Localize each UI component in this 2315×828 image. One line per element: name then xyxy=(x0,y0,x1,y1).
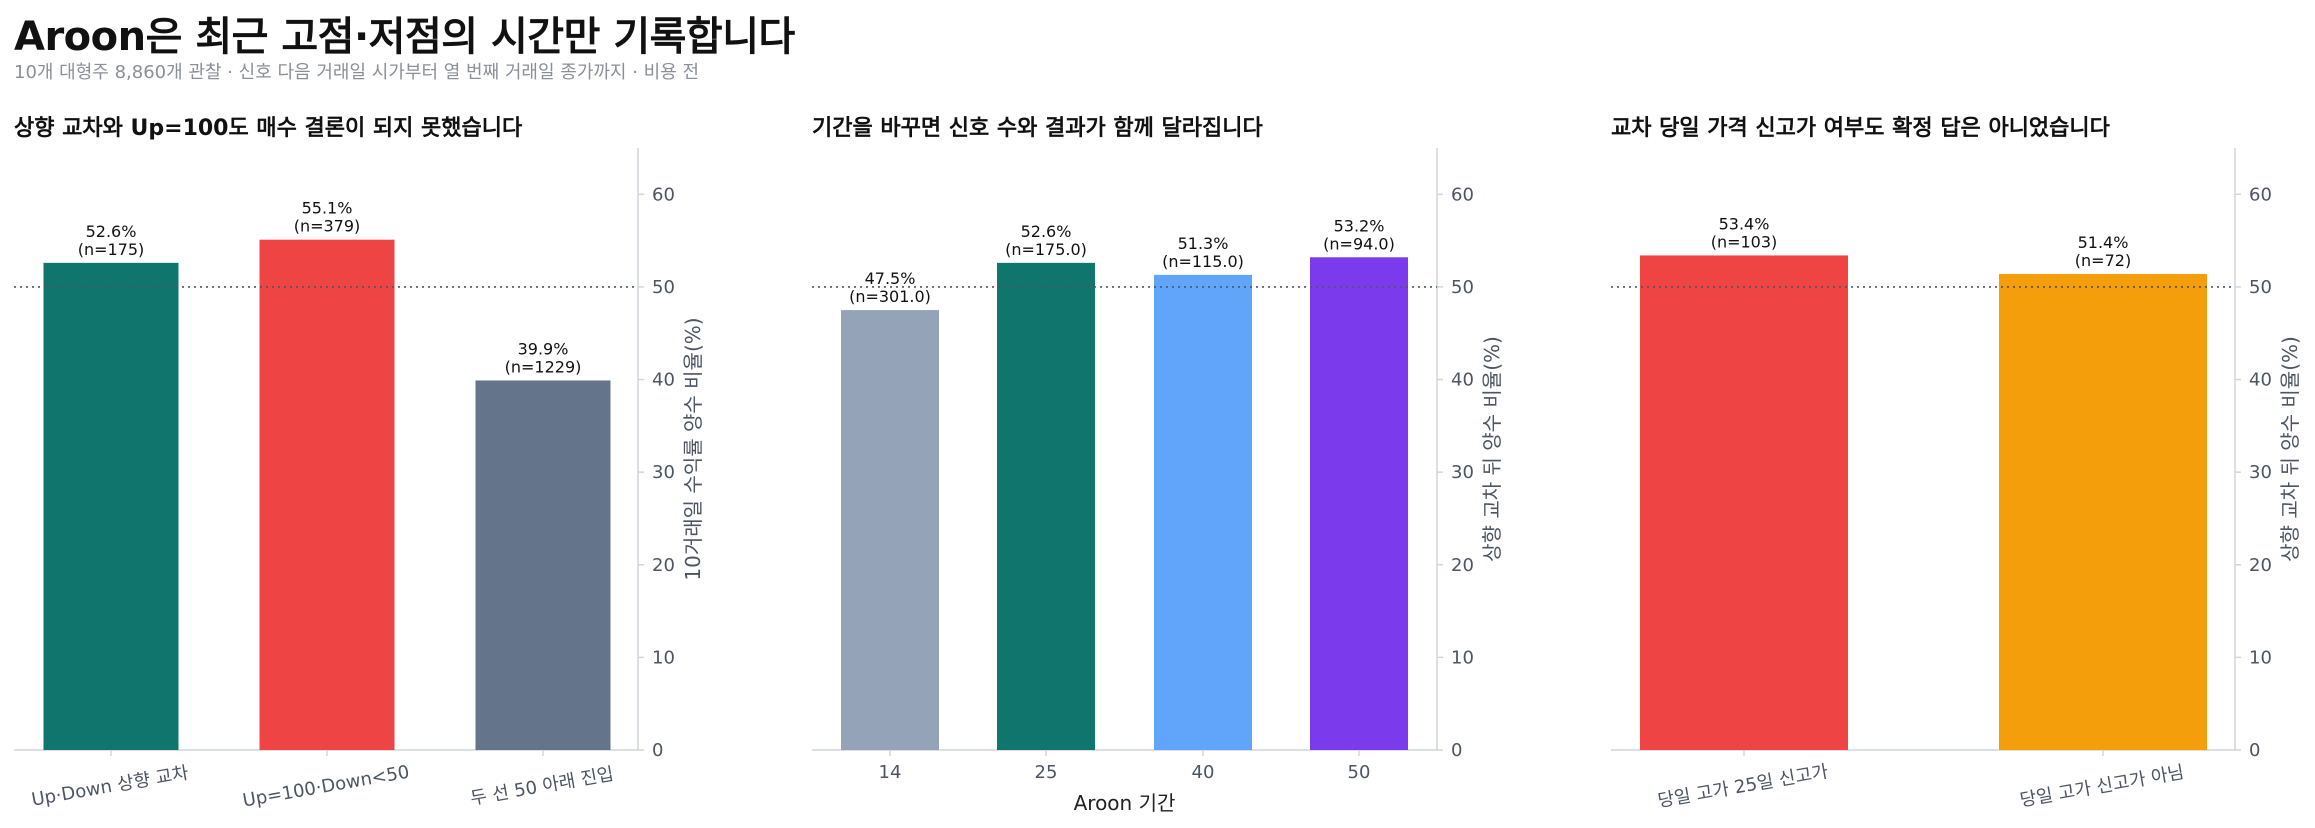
bar-data-label: 52.6% (n=175.0) xyxy=(1005,222,1087,259)
bar xyxy=(841,310,939,750)
bar-data-label: 47.5% (n=301.0) xyxy=(849,269,931,306)
bar-data-label: 51.4% (n=72) xyxy=(2075,233,2131,270)
y-tick-label: 60 xyxy=(1451,184,1474,205)
y-tick-label: 60 xyxy=(652,184,675,205)
bar xyxy=(1154,274,1252,750)
bar-data-label: 39.9% (n=1229) xyxy=(505,339,582,376)
bar-data-label: 52.6% (n=175) xyxy=(78,222,145,259)
charts-canvas: 상향 교차와 Up=100도 매수 결론이 되지 못했습니다 0 10 20 30 40 5… xyxy=(14,116,2302,815)
y-axis-label: 상향 교차 뒤 양수 비율(%) xyxy=(1480,336,1504,562)
bar-data-label: 53.2% (n=94.0) xyxy=(1323,216,1395,253)
y-tick-label: 40 xyxy=(1451,370,1474,391)
y-tick-label: 10 xyxy=(2249,647,2272,668)
bar xyxy=(1640,255,1848,751)
x-tick-label: 14 xyxy=(879,762,902,783)
x-axis-label: Aroon 기간 xyxy=(1074,791,1176,815)
y-tick-label: 0 xyxy=(2249,740,2260,761)
x-tick-label: Up=100·Down<50 xyxy=(241,762,411,812)
x-tick-label: 50 xyxy=(1348,762,1371,783)
bar-data-label: 55.1% (n=379) xyxy=(294,199,361,236)
bar xyxy=(997,262,1095,750)
page-title: Aroon은 최근 고점·저점의 시간만 기록합니다 xyxy=(14,14,795,60)
y-tick-label: 20 xyxy=(2249,555,2272,576)
panel-title: 기간을 바꾸면 신호 수와 결과가 함께 달라집니다 xyxy=(812,116,1264,141)
x-tick-label: 25 xyxy=(1035,762,1058,783)
bar-data-label: 53.4% (n=103) xyxy=(1711,214,1778,251)
x-tick-label: 당일 고가 신고가 아님 xyxy=(2018,762,2185,812)
panel-2: 기간을 바꾸면 신호 수와 결과가 함께 달라집니다 0 10 20 30 40 50 60 상… xyxy=(812,116,1504,815)
bar xyxy=(259,239,395,751)
y-tick-label: 50 xyxy=(1451,277,1474,298)
y-tick-label: 30 xyxy=(1451,462,1474,483)
page-subtitle: 10개 대형주 8,860개 관찰 · 신호 다음 거래일 시가부터 열 번째 … xyxy=(14,62,700,83)
x-tick-label: Up·Down 상향 교차 xyxy=(30,762,191,810)
bar xyxy=(43,262,179,750)
y-tick-label: 40 xyxy=(2249,370,2272,391)
y-tick-label: 20 xyxy=(1451,555,1474,576)
bar xyxy=(1999,273,2207,750)
x-tick-label: 당일 고가 25일 신고가 xyxy=(1656,761,1830,812)
y-tick-label: 10 xyxy=(1451,647,1474,668)
panel-title: 상향 교차와 Up=100도 매수 결론이 되지 못했습니다 xyxy=(14,116,523,141)
y-axis-label: 상향 교차 뒤 양수 비율(%) xyxy=(2278,336,2302,562)
panel-3: 교차 당일 가격 신고가 여부도 확정 답은 아니었습니다 0 10 20 30 40 50… xyxy=(1611,116,2302,812)
bar xyxy=(1310,257,1408,750)
bar xyxy=(475,380,611,750)
x-tick-label: 40 xyxy=(1192,762,1215,783)
y-tick-label: 20 xyxy=(652,555,675,576)
y-tick-label: 30 xyxy=(652,462,675,483)
bar-data-label: 51.3% (n=115.0) xyxy=(1162,234,1244,271)
y-tick-label: 0 xyxy=(1451,740,1462,761)
y-tick-label: 40 xyxy=(652,370,675,391)
y-axis-label: 10거래일 수익률 양수 비율(%) xyxy=(681,317,705,580)
y-tick-label: 60 xyxy=(2249,184,2272,205)
y-tick-label: 30 xyxy=(2249,462,2272,483)
panel-1: 상향 교차와 Up=100도 매수 결론이 되지 못했습니다 0 10 20 30 40 5… xyxy=(14,116,705,812)
panel-title: 교차 당일 가격 신고가 여부도 확정 답은 아니었습니다 xyxy=(1611,116,2111,141)
x-tick-label: 두 선 50 아래 진입 xyxy=(469,764,616,810)
y-tick-label: 50 xyxy=(652,277,675,298)
y-tick-label: 0 xyxy=(652,740,663,761)
y-tick-label: 50 xyxy=(2249,277,2272,298)
y-tick-label: 10 xyxy=(652,647,675,668)
